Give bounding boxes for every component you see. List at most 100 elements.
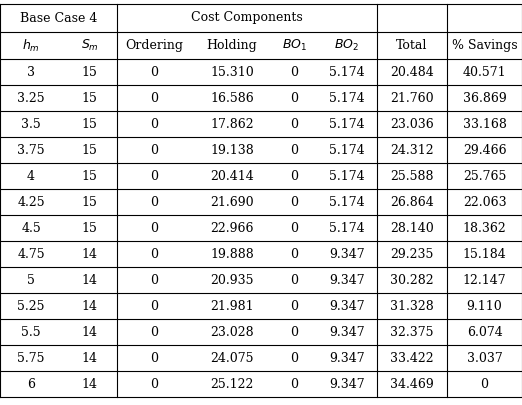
Text: 0: 0 (150, 92, 159, 104)
Text: 5.174: 5.174 (329, 66, 365, 79)
Text: Cost Components: Cost Components (191, 11, 303, 24)
Text: 5.5: 5.5 (21, 326, 41, 339)
Text: 0: 0 (150, 377, 159, 390)
Text: 0: 0 (150, 352, 159, 365)
Text: 0: 0 (291, 247, 299, 260)
Text: 15: 15 (81, 92, 98, 104)
Text: 0: 0 (291, 143, 299, 156)
Text: Ordering: Ordering (125, 39, 184, 52)
Text: 6: 6 (27, 377, 35, 390)
Text: 22.966: 22.966 (210, 222, 254, 234)
Text: 20.484: 20.484 (390, 66, 434, 79)
Text: 4.75: 4.75 (17, 247, 45, 260)
Text: 9.347: 9.347 (329, 352, 365, 365)
Text: 0: 0 (150, 222, 159, 234)
Text: 29.235: 29.235 (390, 247, 434, 260)
Text: 4.5: 4.5 (21, 222, 41, 234)
Text: 25.122: 25.122 (210, 377, 254, 390)
Text: 20.935: 20.935 (210, 273, 254, 286)
Text: 6.074: 6.074 (467, 326, 502, 339)
Text: 0: 0 (150, 196, 159, 209)
Text: 12.147: 12.147 (462, 273, 506, 286)
Text: 40.571: 40.571 (462, 66, 506, 79)
Text: 5.25: 5.25 (17, 300, 45, 313)
Text: 5.174: 5.174 (329, 117, 365, 130)
Text: 33.422: 33.422 (390, 352, 434, 365)
Text: 36.869: 36.869 (462, 92, 506, 104)
Text: 5.174: 5.174 (329, 143, 365, 156)
Text: 28.140: 28.140 (390, 222, 434, 234)
Text: 18.362: 18.362 (462, 222, 506, 234)
Text: 14: 14 (81, 300, 98, 313)
Text: 0: 0 (291, 326, 299, 339)
Text: % Savings: % Savings (452, 39, 517, 52)
Text: 21.981: 21.981 (210, 300, 254, 313)
Text: 15: 15 (81, 170, 98, 183)
Text: 0: 0 (150, 273, 159, 286)
Text: 5.174: 5.174 (329, 170, 365, 183)
Text: 0: 0 (291, 352, 299, 365)
Text: 0: 0 (150, 143, 159, 156)
Text: 19.138: 19.138 (210, 143, 254, 156)
Text: 0: 0 (291, 273, 299, 286)
Text: 0: 0 (150, 66, 159, 79)
Text: 20.414: 20.414 (210, 170, 254, 183)
Text: 9.347: 9.347 (329, 326, 365, 339)
Text: 9.110: 9.110 (467, 300, 502, 313)
Text: 34.469: 34.469 (390, 377, 434, 390)
Text: 0: 0 (150, 300, 159, 313)
Text: 0: 0 (291, 300, 299, 313)
Text: 0: 0 (150, 117, 159, 130)
Text: 3.5: 3.5 (21, 117, 41, 130)
Text: 0: 0 (291, 170, 299, 183)
Text: 0: 0 (480, 377, 489, 390)
Text: 14: 14 (81, 352, 98, 365)
Text: 0: 0 (150, 170, 159, 183)
Text: 4: 4 (27, 170, 35, 183)
Text: 30.282: 30.282 (390, 273, 434, 286)
Text: 15: 15 (81, 143, 98, 156)
Text: 21.760: 21.760 (390, 92, 434, 104)
Text: 3.037: 3.037 (467, 352, 502, 365)
Text: 5.174: 5.174 (329, 92, 365, 104)
Text: $h_m$: $h_m$ (22, 37, 40, 53)
Text: 21.690: 21.690 (210, 196, 254, 209)
Text: 14: 14 (81, 326, 98, 339)
Text: $BO_2$: $BO_2$ (335, 38, 360, 53)
Text: 26.864: 26.864 (390, 196, 434, 209)
Text: 15.310: 15.310 (210, 66, 254, 79)
Text: 24.312: 24.312 (390, 143, 434, 156)
Text: 25.588: 25.588 (390, 170, 434, 183)
Text: 15: 15 (81, 117, 98, 130)
Text: 16.586: 16.586 (210, 92, 254, 104)
Text: 33.168: 33.168 (462, 117, 506, 130)
Text: 14: 14 (81, 377, 98, 390)
Text: 5.174: 5.174 (329, 196, 365, 209)
Text: 3: 3 (27, 66, 35, 79)
Text: 15: 15 (81, 66, 98, 79)
Text: 5.75: 5.75 (17, 352, 45, 365)
Text: 9.347: 9.347 (329, 273, 365, 286)
Text: 0: 0 (291, 222, 299, 234)
Text: 0: 0 (291, 117, 299, 130)
Text: 14: 14 (81, 273, 98, 286)
Text: 25.765: 25.765 (463, 170, 506, 183)
Text: 14: 14 (81, 247, 98, 260)
Text: 3.75: 3.75 (17, 143, 45, 156)
Text: 24.075: 24.075 (210, 352, 254, 365)
Text: 23.036: 23.036 (390, 117, 434, 130)
Text: 29.466: 29.466 (462, 143, 506, 156)
Text: 5.174: 5.174 (329, 222, 365, 234)
Text: 0: 0 (291, 377, 299, 390)
Text: Base Case 4: Base Case 4 (20, 11, 97, 24)
Text: Holding: Holding (207, 39, 257, 52)
Text: 3.25: 3.25 (17, 92, 45, 104)
Text: 4.25: 4.25 (17, 196, 45, 209)
Text: 15: 15 (81, 196, 98, 209)
Text: 22.063: 22.063 (462, 196, 506, 209)
Text: 5: 5 (27, 273, 35, 286)
Text: 0: 0 (291, 92, 299, 104)
Text: 17.862: 17.862 (210, 117, 254, 130)
Text: 9.347: 9.347 (329, 377, 365, 390)
Text: Total: Total (396, 39, 428, 52)
